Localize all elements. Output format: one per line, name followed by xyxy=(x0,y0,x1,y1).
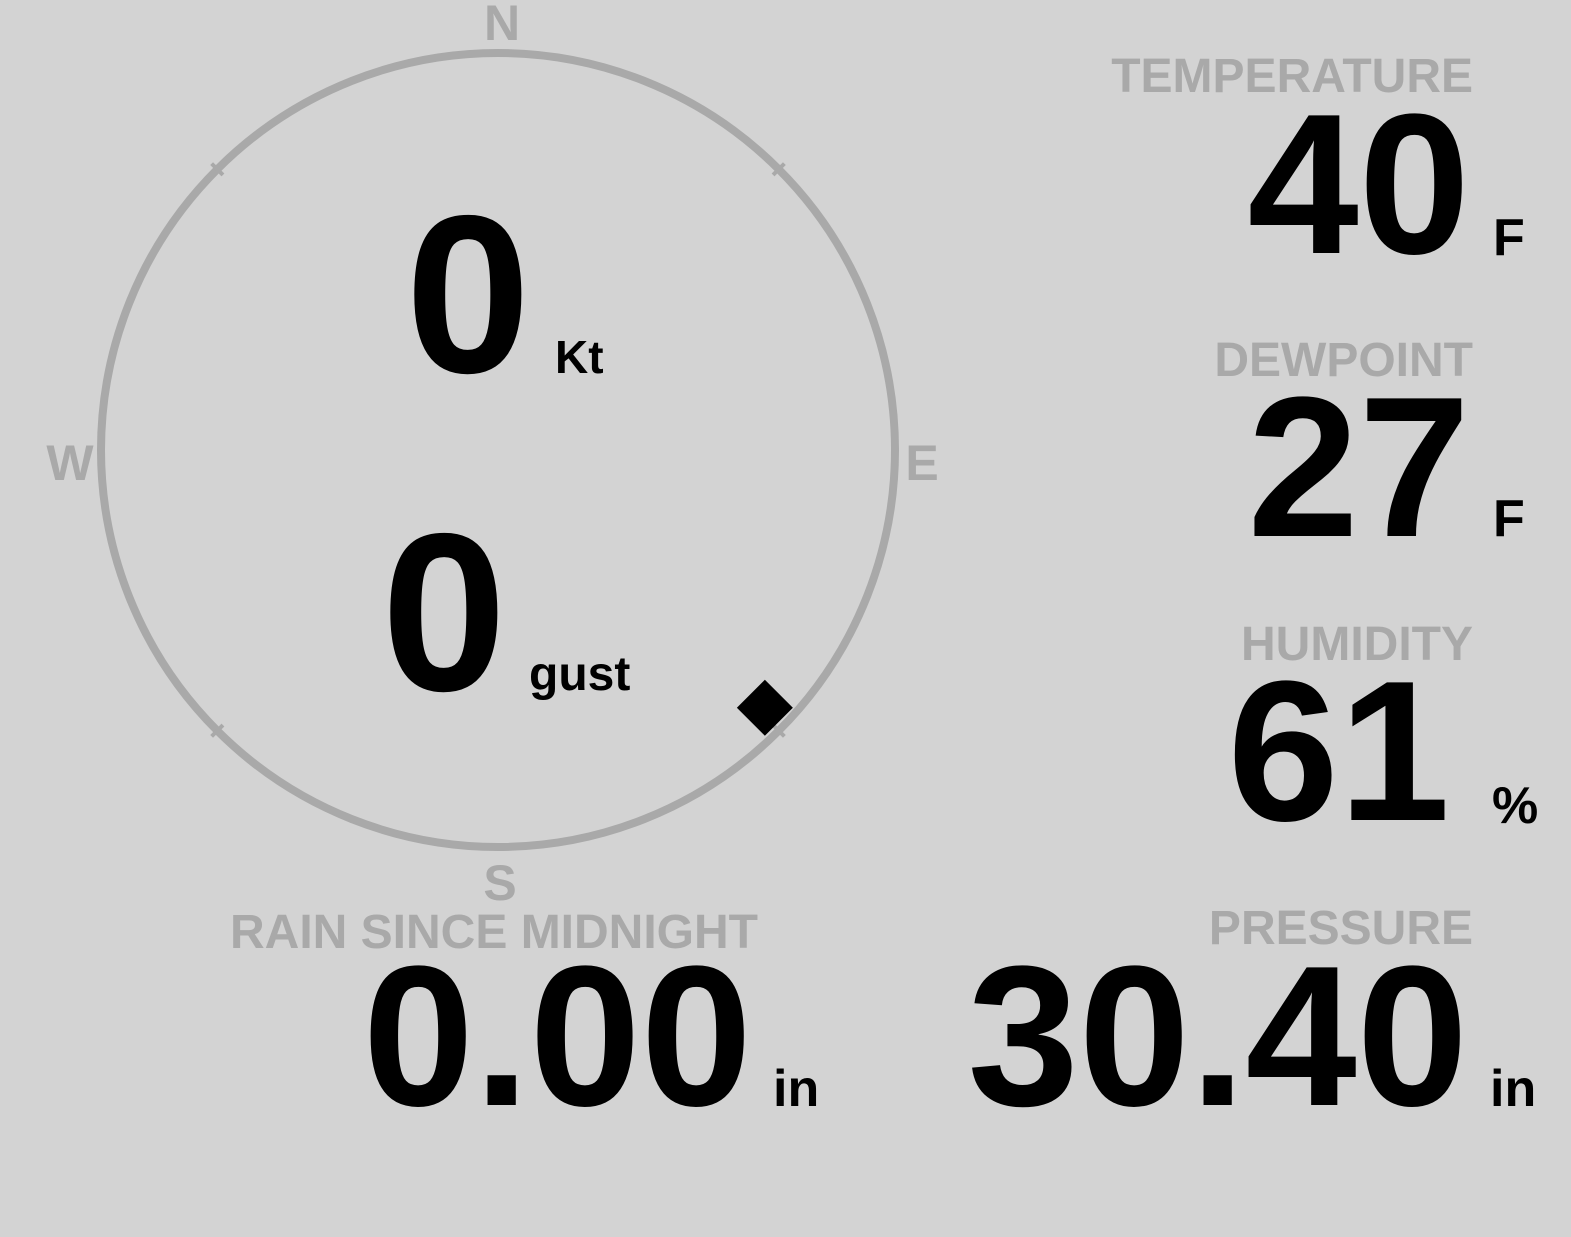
wind-gust-unit: gust xyxy=(529,648,630,701)
humidity-label: HUMIDITY xyxy=(1241,618,1473,671)
pressure-unit: in xyxy=(1490,1060,1536,1118)
temperature-label: TEMPERATURE xyxy=(1111,50,1473,103)
compass-notch xyxy=(771,162,786,177)
compass-south: S xyxy=(483,855,516,911)
temperature-value: 40 xyxy=(1248,73,1470,296)
humidity-unit: % xyxy=(1492,777,1538,835)
compass-notch xyxy=(771,723,786,738)
rain-label: RAIN SINCE MIDNIGHT xyxy=(230,906,758,959)
compass-ring xyxy=(97,49,899,851)
compass-notch xyxy=(210,723,225,738)
rain-value: 0.00 xyxy=(363,925,752,1148)
wind-direction-marker xyxy=(736,679,793,736)
compass-east: E xyxy=(905,435,938,491)
dewpoint-label: DEWPOINT xyxy=(1214,334,1473,387)
dewpoint-value: 27 xyxy=(1248,356,1470,579)
dewpoint-unit: F xyxy=(1493,490,1525,548)
wind-speed-unit: Kt xyxy=(555,331,604,383)
temperature-unit: F xyxy=(1493,209,1525,267)
pressure-value: 30.40 xyxy=(968,925,1469,1148)
compass-notch xyxy=(210,162,225,177)
pressure-label: PRESSURE xyxy=(1209,902,1473,955)
humidity-value: 61 xyxy=(1228,640,1450,863)
rain-unit: in xyxy=(773,1060,819,1118)
wind-gust: 0 xyxy=(381,486,506,738)
compass-west: W xyxy=(46,435,94,491)
compass-north: N xyxy=(484,0,520,51)
wind-speed: 0 xyxy=(405,168,530,420)
